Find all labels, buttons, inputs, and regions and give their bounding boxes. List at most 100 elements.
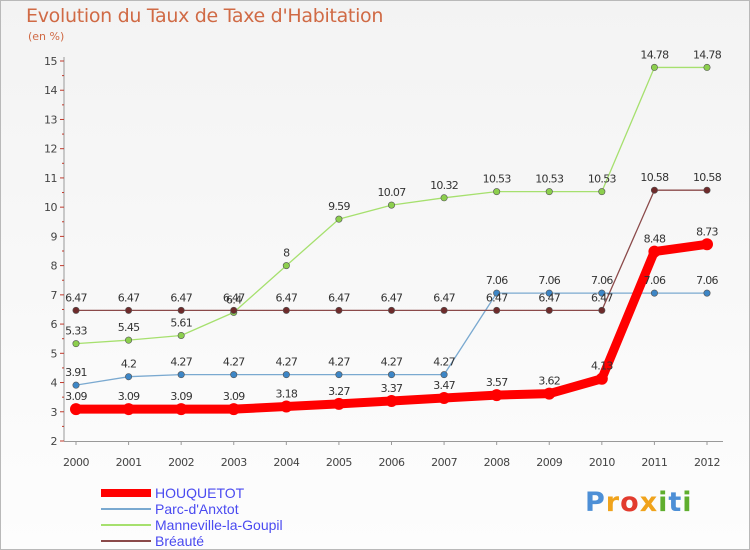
data-point <box>703 289 711 297</box>
data-label: 4.27 <box>328 356 350 369</box>
data-label: 8.73 <box>696 225 718 238</box>
data-point <box>385 394 398 407</box>
data-point <box>387 306 395 314</box>
data-point <box>387 201 395 209</box>
data-label: 7.06 <box>538 274 560 287</box>
data-label: 6.47 <box>328 291 350 304</box>
data-point <box>543 387 556 400</box>
y-tick-label: 3 <box>51 406 58 419</box>
data-point <box>177 306 185 314</box>
y-tick-label: 5 <box>51 347 58 360</box>
data-label: 6.47 <box>275 291 297 304</box>
data-point <box>703 63 711 71</box>
data-point <box>230 306 238 314</box>
data-point <box>282 306 290 314</box>
data-point <box>650 63 658 71</box>
y-tick-label: 8 <box>51 260 58 273</box>
data-label: 3.57 <box>486 376 508 389</box>
data-label: 10.32 <box>430 179 458 192</box>
data-point <box>545 188 553 196</box>
data-label: 8.48 <box>644 233 666 246</box>
data-point <box>335 215 343 223</box>
logo-letter: i <box>682 487 693 518</box>
data-label: 7.06 <box>591 274 613 287</box>
data-point <box>177 331 185 339</box>
x-tick-label: 2005 <box>326 456 352 469</box>
data-point <box>493 306 501 314</box>
data-label: 6.47 <box>486 291 508 304</box>
y-tick-label: 4 <box>51 377 58 390</box>
logo-letter: P <box>585 487 606 518</box>
data-label: 4.27 <box>170 356 192 369</box>
legend-swatch <box>101 540 151 542</box>
data-label: 3.62 <box>538 375 560 388</box>
data-point <box>332 397 345 410</box>
data-label: 14.78 <box>693 48 722 61</box>
x-tick-label: 2011 <box>641 456 667 469</box>
y-tick-label: 13 <box>44 113 57 126</box>
data-label: 8 <box>283 247 290 260</box>
legend-swatch <box>101 489 151 497</box>
data-point <box>438 392 451 405</box>
data-point <box>125 373 133 381</box>
data-label: 3.09 <box>65 390 87 403</box>
x-tick-label: 2000 <box>63 456 89 469</box>
unit-label: (en %) <box>28 30 65 43</box>
data-point <box>227 403 240 416</box>
legend-label: Parc-d'Anxtot <box>155 501 239 517</box>
data-label: 6.47 <box>591 291 613 304</box>
y-tick-label: 12 <box>44 143 57 156</box>
legend-swatch <box>101 508 151 510</box>
data-point <box>282 371 290 379</box>
data-label: 10.07 <box>378 186 407 199</box>
data-point <box>70 403 82 416</box>
x-tick-label: 2002 <box>168 456 194 469</box>
data-label: 4.27 <box>223 356 245 369</box>
x-tick-label: 2007 <box>431 456 457 469</box>
y-tick-label: 9 <box>51 230 58 243</box>
x-tick-label: 2004 <box>273 456 299 469</box>
data-label: 10.53 <box>483 173 512 186</box>
data-label: 6.47 <box>538 291 560 304</box>
data-point <box>280 400 293 413</box>
data-point <box>125 306 133 314</box>
data-point <box>598 289 606 297</box>
data-label: 4.27 <box>275 356 297 369</box>
logo-letter: t <box>668 487 683 518</box>
data-label: 4.13 <box>591 360 613 373</box>
x-tick-label: 2008 <box>484 456 510 469</box>
data-label: 5.33 <box>65 325 87 338</box>
data-point <box>335 371 343 379</box>
data-point <box>72 306 80 314</box>
data-label: 3.47 <box>433 379 455 392</box>
x-tick-label: 2012 <box>694 456 720 469</box>
data-point <box>335 306 343 314</box>
y-tick-label: 14 <box>44 84 57 97</box>
data-point <box>545 306 553 314</box>
y-tick-label: 10 <box>44 201 57 214</box>
data-label: 5.61 <box>170 316 192 329</box>
data-point <box>440 371 448 379</box>
data-label: 6.47 <box>433 291 455 304</box>
legend-label: Manneville-la-Goupil <box>155 517 283 533</box>
data-label: 9.59 <box>328 200 350 213</box>
logo-letter: i <box>658 487 669 518</box>
data-label: 3.09 <box>223 390 245 403</box>
logo-letter: o <box>620 487 640 518</box>
chart-title: Evolution du Taux de Taxe d'Habitation <box>26 5 384 27</box>
data-label: 14.78 <box>640 48 669 61</box>
data-point <box>72 340 80 348</box>
x-tick-label: 2009 <box>536 456 562 469</box>
data-label: 6.47 <box>118 291 140 304</box>
data-point <box>703 186 711 194</box>
data-label: 7.06 <box>696 274 718 287</box>
data-point <box>440 306 448 314</box>
x-tick-label: 2010 <box>589 456 615 469</box>
y-tick-label: 11 <box>44 172 57 185</box>
y-tick-label: 7 <box>51 289 58 302</box>
data-point <box>493 188 501 196</box>
data-label: 7.06 <box>644 274 666 287</box>
data-label: 3.09 <box>118 390 140 403</box>
data-label: 5.45 <box>118 321 140 334</box>
